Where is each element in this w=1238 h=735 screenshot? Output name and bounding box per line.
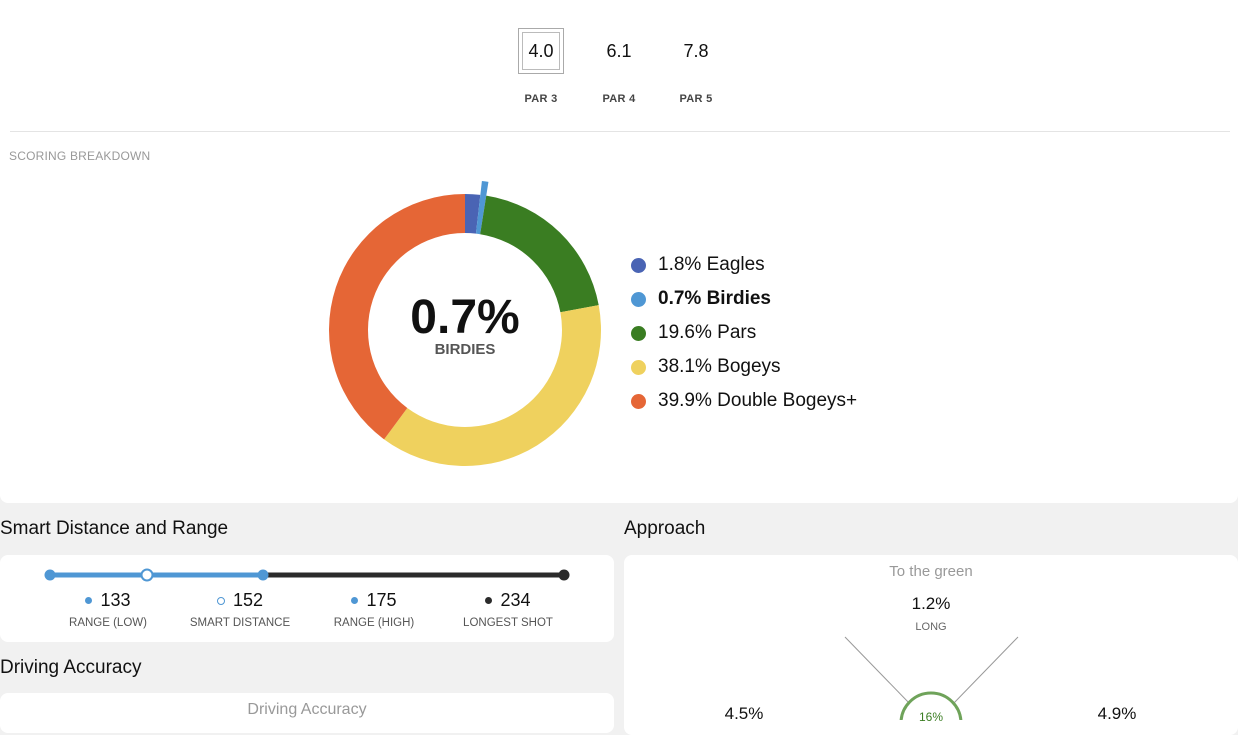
par-5-average[interactable]: 7.8 <box>683 40 709 61</box>
par-3-average[interactable]: 4.0 <box>518 28 564 74</box>
divider <box>10 131 1230 132</box>
filled-dot-icon <box>351 597 359 604</box>
par-4-label: PAR 4 <box>602 93 636 105</box>
approach-left-value: 4.5% <box>724 704 764 723</box>
par-3-label: PAR 3 <box>524 93 558 105</box>
range-low-value: 133 <box>100 590 131 610</box>
legend-item-pars[interactable]: 19.6% Pars <box>631 316 857 350</box>
range-high-stat: 175 RANGE (HIGH) <box>299 590 449 629</box>
longest-shot-caption: LONGEST SHOT <box>463 617 553 629</box>
legend-label: 39.9% Double Bogeys+ <box>658 390 858 411</box>
longest-shot-stat: 234 LONGEST SHOT <box>433 590 583 629</box>
hollow-dot-icon <box>216 596 225 605</box>
legend-label: 1.8% Eagles <box>658 254 765 275</box>
scoring-breakdown-label: SCORING BREAKDOWN <box>9 149 151 163</box>
range-high-caption: RANGE (HIGH) <box>333 617 415 629</box>
donut-slice-eagles[interactable] <box>465 194 481 234</box>
range-low-caption: RANGE (LOW) <box>69 617 147 629</box>
scoring-donut-chart <box>328 180 601 466</box>
donut-center-label: BIRDIES <box>434 341 496 358</box>
longest-shot-marker <box>558 569 570 581</box>
approach-long-value: 1.2% <box>911 594 951 613</box>
bogeys-dot-icon <box>631 359 646 375</box>
legend-label: 38.1% Bogeys <box>658 356 781 377</box>
driving-accuracy-heading: Driving Accuracy <box>0 657 142 678</box>
smart-distance-caption: SMART DISTANCE <box>189 617 291 629</box>
pars-dot-icon <box>631 325 646 341</box>
donut-slice-bogeys[interactable] <box>384 305 601 466</box>
range-high-value: 175 <box>366 590 397 610</box>
donut-slice-pars[interactable] <box>480 195 599 313</box>
approach-long-label: LONG <box>915 621 947 633</box>
smart-distance-marker <box>140 568 154 582</box>
range-low-marker <box>44 569 56 581</box>
longest-shot-value: 234 <box>500 590 531 610</box>
eagles-dot-icon <box>631 257 646 273</box>
legend-item-bogeys[interactable]: 38.1% Bogeys <box>631 350 857 384</box>
smart-distance-stat: 152 SMART DISTANCE <box>165 590 315 629</box>
green-circle-icon <box>899 691 963 720</box>
approach-center-value: 16% <box>918 710 944 724</box>
driving-accuracy-card-title: Driving Accuracy <box>247 701 367 718</box>
par-5-label: PAR 5 <box>679 93 713 105</box>
legend-label: 19.6% Pars <box>658 322 757 343</box>
legend-label: 0.7% Birdies <box>658 288 771 309</box>
approach-card-title: To the green <box>889 563 973 580</box>
par-averages-card <box>0 0 1238 503</box>
scoring-legend: 1.8% Eagles 0.7% Birdies 19.6% Pars 38.1… <box>631 248 857 418</box>
smart-distance-value: 152 <box>232 590 264 610</box>
legend-item-double-bogeys[interactable]: 39.9% Double Bogeys+ <box>631 384 857 418</box>
smart-distance-card <box>0 555 614 642</box>
smart-distance-heading: Smart Distance and Range <box>0 518 229 539</box>
legend-item-eagles[interactable]: 1.8% Eagles <box>631 248 857 282</box>
range-high-marker <box>257 569 269 581</box>
approach-diagram <box>844 636 1019 720</box>
range-low-stat: 133 RANGE (LOW) <box>33 590 183 629</box>
par-4-average[interactable]: 6.1 <box>606 40 632 61</box>
filled-dot-icon <box>85 597 93 604</box>
approach-right-value: 4.9% <box>1097 704 1137 723</box>
donut-slice-birdies[interactable] <box>475 180 489 235</box>
distance-range-track <box>44 568 570 582</box>
legend-item-birdies[interactable]: 0.7% Birdies <box>631 282 857 316</box>
double-bogeys-dot-icon <box>631 393 646 409</box>
birdies-dot-icon <box>631 291 646 307</box>
approach-heading: Approach <box>624 518 706 539</box>
donut-slice-double-bogeys[interactable] <box>328 194 465 440</box>
filled-dot-icon <box>485 597 493 604</box>
donut-center-value: 0.7% <box>410 291 520 344</box>
